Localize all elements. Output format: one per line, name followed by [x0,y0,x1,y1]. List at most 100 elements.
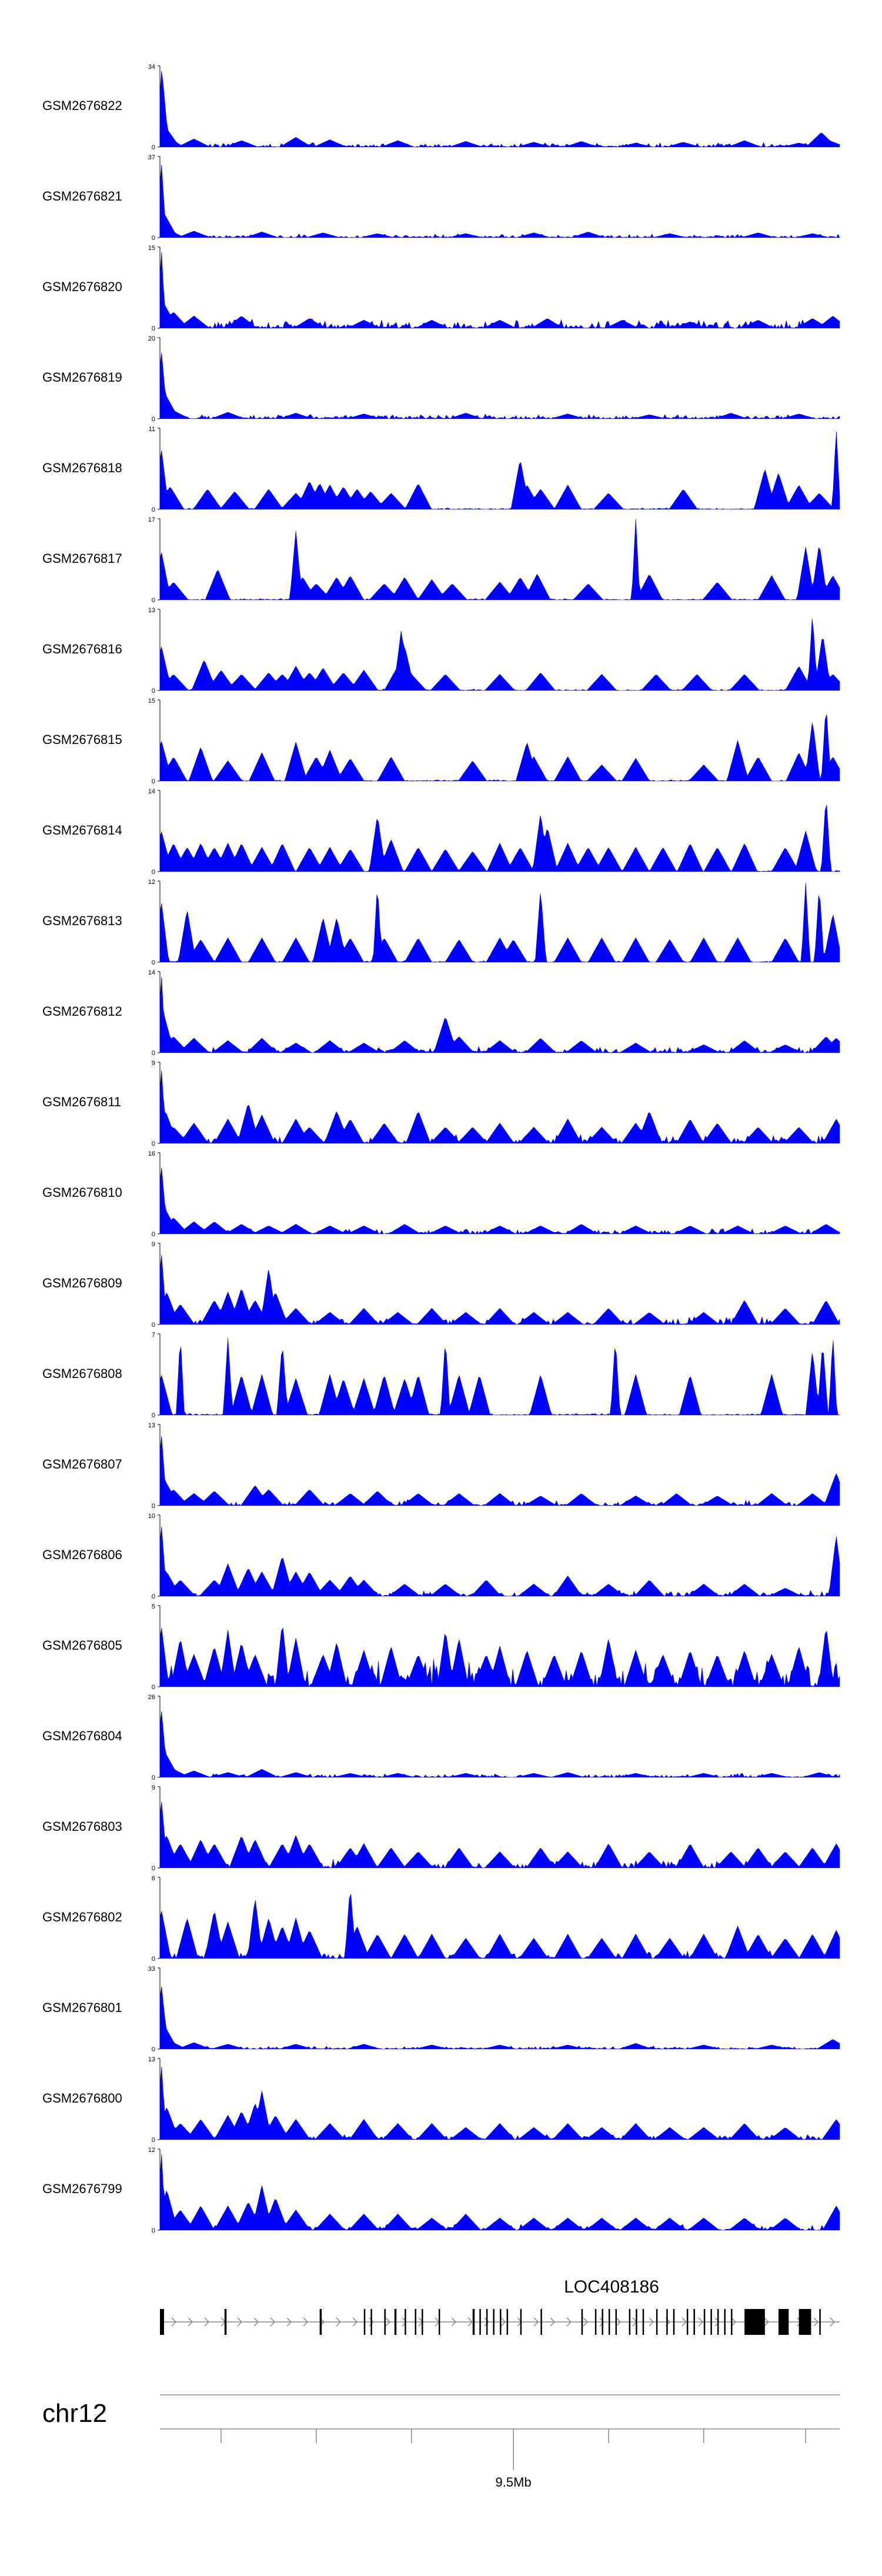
track-sample-name: GSM2676800 [42,2091,122,2105]
strand-arrow [533,2317,539,2327]
track-ymin-label: 0 [152,688,155,695]
track-sample-name: GSM2676810 [42,1185,122,1200]
track-sample-name: GSM2676816 [42,642,122,656]
gene-exon [686,2309,689,2335]
gene-exon [493,2309,495,2335]
strand-arrow [616,2317,622,2327]
strand-arrow [352,2317,358,2327]
strand-arrow [253,2317,259,2327]
gene-exon [629,2309,631,2335]
track-ymax-label: 12 [148,879,155,886]
track-ymax-label: 7 [152,1332,155,1339]
coverage-area [159,976,840,1053]
coverage-area [159,714,840,782]
track-ymin-label: 0 [152,1774,155,1781]
gene-exon [636,2309,637,2335]
gene-exon [731,2309,733,2335]
gene-exon [540,2309,542,2335]
track-ymin-label: 0 [152,2137,155,2144]
gene-exon [472,2309,475,2335]
track-ymax-label: 9 [152,1784,155,1791]
track-ymax-label: 15 [148,698,155,705]
track-ymin-label: 0 [152,506,155,513]
gene-exon [506,2309,509,2335]
coverage-area [159,518,840,600]
gene-exon [479,2309,481,2335]
gene-exon [363,2309,366,2335]
coverage-area [159,164,840,238]
track-sample-name: GSM2676801 [42,2000,122,2015]
gene-exon [594,2309,597,2335]
coverage-area [159,1167,840,1234]
gene-exon [673,2309,675,2335]
strand-arrow [451,2317,457,2327]
track-sample-name: GSM2676813 [42,913,122,928]
strand-arrow [303,2317,309,2327]
coverage-area [159,1436,840,1506]
track-ymax-label: 34 [148,64,155,71]
track-ymin-label: 0 [152,416,155,423]
coverage-area [159,618,840,691]
track-ymax-label: 20 [148,335,155,342]
track-ymax-label: 13 [148,2056,155,2063]
strand-arrow [484,2317,490,2327]
axis-tick-label: 9.5Mb [496,2475,532,2490]
gene-exon [724,2309,726,2335]
track-ymin-label: 0 [152,144,155,151]
coverage-area [159,2066,840,2140]
track-ymax-label: 10 [148,1513,155,1520]
track-ymin-label: 0 [152,325,155,332]
strand-arrow [681,2317,687,2327]
track-sample-name: GSM2676805 [42,1638,122,1653]
gene-exon [819,2309,821,2335]
strand-arrow [286,2317,292,2327]
track-sample-name: GSM2676815 [42,732,122,747]
strand-arrow [813,2317,819,2327]
coverage-area [159,252,840,329]
coverage-area [159,431,840,510]
strand-arrow [764,2317,770,2327]
gene-exon [520,2309,522,2335]
track-ymin-label: 0 [152,1412,155,1419]
track-sample-name: GSM2676814 [42,823,122,837]
track-sample-name: GSM2676811 [42,1095,121,1109]
strand-arrow [714,2317,720,2327]
gene-exon [500,2309,502,2335]
track-sample-name: GSM2676818 [42,461,122,475]
track-sample-name: GSM2676819 [42,370,122,385]
gene-exon [581,2309,583,2335]
gene-exon [405,2309,406,2335]
gene-exon [370,2309,372,2335]
strand-arrow [731,2317,737,2327]
track-ymin-label: 0 [152,1322,155,1329]
track-ymax-label: 37 [148,154,155,161]
chromosome-label: chr12 [42,2399,107,2428]
strand-arrow [237,2317,243,2327]
strand-arrow [188,2317,193,2327]
gene-exon [656,2309,658,2335]
strand-arrow [204,2317,210,2327]
track-sample-name: GSM2676803 [42,1819,122,1834]
strand-arrow [467,2317,473,2327]
coverage-area [159,71,840,148]
track-ymin-label: 0 [152,1050,155,1057]
track-sample-name: GSM2676812 [42,1004,122,1019]
track-ymin-label: 0 [152,1593,155,1600]
coverage-area [159,1801,840,1868]
track-ymax-label: 17 [148,516,155,523]
track-ymin-label: 0 [152,1231,155,1238]
gene-exon [744,2309,765,2335]
strand-arrow [369,2317,375,2327]
track-ymin-label: 0 [152,2227,155,2234]
gene-exon [666,2309,668,2335]
coverage-area [159,1337,840,1416]
track-sample-name: GSM2676808 [42,1366,122,1381]
track-sample-name: GSM2676820 [42,279,122,294]
strand-arrow [270,2317,276,2327]
strand-arrow [171,2317,177,2327]
track-ymax-label: 9 [152,1241,155,1248]
gene-exon [415,2309,416,2335]
strand-arrow [500,2317,506,2327]
track-ymin-label: 0 [152,2046,155,2053]
track-ymax-label: 16 [148,1150,155,1157]
